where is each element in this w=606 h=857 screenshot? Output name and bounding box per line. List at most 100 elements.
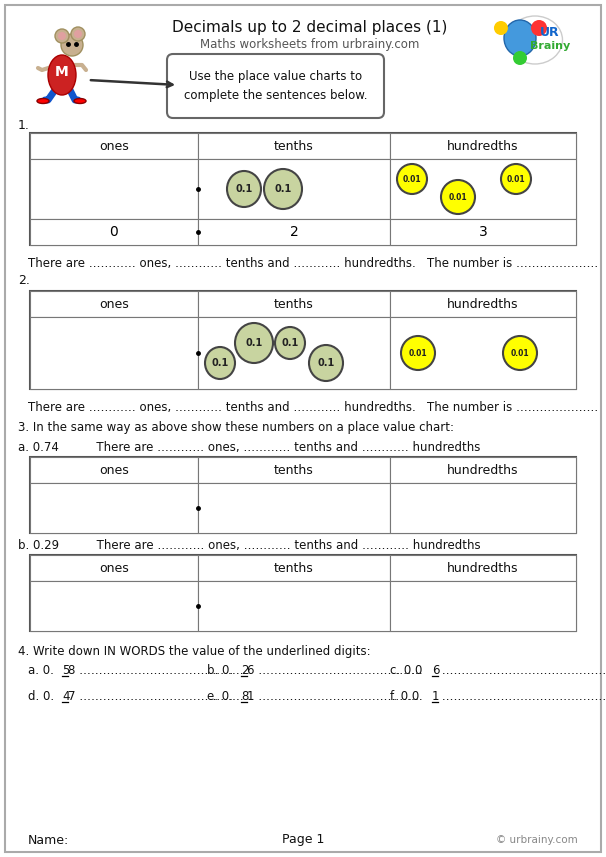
Bar <box>390 483 576 533</box>
Text: There are ………… ones, ………… tenths and ………… hundredths.   The number is …………………: There are ………… ones, ………… tenths and ………… <box>28 256 598 269</box>
Text: Maths worksheets from urbrainy.com: Maths worksheets from urbrainy.com <box>201 38 420 51</box>
Text: Page 1: Page 1 <box>282 834 324 847</box>
Text: 7 ……………………………………: 7 …………………………………… <box>68 691 244 704</box>
Text: 4: 4 <box>62 691 70 704</box>
Text: b. 0.29          There are ………… ones, ………… tenths and ………… hundredths: b. 0.29 There are ………… ones, ………… tenths… <box>18 538 481 552</box>
Text: ones: ones <box>99 561 129 574</box>
Bar <box>30 457 576 533</box>
Text: Use the place value charts to
complete the sentences below.: Use the place value charts to complete t… <box>184 70 367 102</box>
Ellipse shape <box>504 20 536 56</box>
Circle shape <box>513 51 527 65</box>
Text: 4. Write down IN WORDS the value of the underlined digits:: 4. Write down IN WORDS the value of the … <box>18 644 371 657</box>
Bar <box>30 317 198 389</box>
Text: 6: 6 <box>432 664 439 678</box>
Bar <box>198 133 390 159</box>
Bar <box>198 291 390 317</box>
Text: 5: 5 <box>62 664 69 678</box>
Text: 0.1: 0.1 <box>245 338 262 348</box>
Bar <box>390 581 576 631</box>
Circle shape <box>58 32 66 40</box>
Bar <box>390 291 576 317</box>
Text: 1 ……………………………………: 1 …………………………………… <box>247 691 423 704</box>
Text: c. 0.0: c. 0.0 <box>390 664 422 678</box>
Text: e. 0.: e. 0. <box>207 691 233 704</box>
Text: a. 0.: a. 0. <box>28 664 54 678</box>
Text: hundredths: hundredths <box>447 561 519 574</box>
Ellipse shape <box>397 164 427 194</box>
Text: tenths: tenths <box>274 464 314 476</box>
Bar <box>30 159 198 219</box>
Text: tenths: tenths <box>274 561 314 574</box>
Text: 8 ……………………………………: 8 …………………………………… <box>68 664 244 678</box>
Text: 0.1: 0.1 <box>318 358 335 368</box>
Ellipse shape <box>507 16 562 64</box>
Ellipse shape <box>37 99 49 104</box>
Text: 0.01: 0.01 <box>408 349 427 357</box>
Text: 1.: 1. <box>18 118 30 131</box>
Ellipse shape <box>227 171 261 207</box>
Text: ones: ones <box>99 297 129 310</box>
Text: hundredths: hundredths <box>447 140 519 153</box>
Text: hundredths: hundredths <box>447 297 519 310</box>
Text: ones: ones <box>99 464 129 476</box>
Ellipse shape <box>309 345 343 381</box>
Text: f. 0.0: f. 0.0 <box>390 691 419 704</box>
Text: 0.1: 0.1 <box>235 184 253 194</box>
Text: Brainy: Brainy <box>530 41 570 51</box>
Bar <box>198 457 390 483</box>
Text: © urbrainy.com: © urbrainy.com <box>496 835 578 845</box>
Ellipse shape <box>264 169 302 209</box>
Text: 1: 1 <box>432 691 439 704</box>
Bar <box>390 457 576 483</box>
Text: ……………………………………: …………………………………… <box>438 664 606 678</box>
Bar <box>390 133 576 159</box>
Text: 0.1: 0.1 <box>275 184 291 194</box>
Text: There are ………… ones, ………… tenths and ………… hundredths.   The number is …………………: There are ………… ones, ………… tenths and ………… <box>28 400 598 413</box>
Bar <box>30 219 198 245</box>
Ellipse shape <box>501 164 531 194</box>
Text: 0.01: 0.01 <box>511 349 529 357</box>
Text: a. 0.74          There are ………… ones, ………… tenths and ………… hundredths: a. 0.74 There are ………… ones, ………… tenths… <box>18 440 481 453</box>
Bar <box>390 555 576 581</box>
Bar <box>30 483 198 533</box>
Bar <box>390 159 576 219</box>
Bar <box>198 581 390 631</box>
Bar <box>198 483 390 533</box>
Circle shape <box>494 21 508 35</box>
Bar <box>30 133 576 245</box>
Ellipse shape <box>235 323 273 363</box>
Bar <box>390 219 576 245</box>
Bar <box>30 133 198 159</box>
FancyBboxPatch shape <box>167 54 384 118</box>
Ellipse shape <box>61 34 83 56</box>
Text: 0: 0 <box>110 225 118 239</box>
Text: 8: 8 <box>241 691 248 704</box>
Ellipse shape <box>74 99 86 104</box>
Text: 3. In the same way as above show these numbers on a place value chart:: 3. In the same way as above show these n… <box>18 421 454 434</box>
Bar <box>198 219 390 245</box>
Ellipse shape <box>503 336 537 370</box>
Text: d. 0.: d. 0. <box>28 691 54 704</box>
Circle shape <box>55 29 69 43</box>
Text: UR: UR <box>540 26 560 39</box>
Bar <box>198 159 390 219</box>
Circle shape <box>74 30 82 38</box>
Text: 0.01: 0.01 <box>448 193 467 201</box>
Text: 2.: 2. <box>18 274 30 287</box>
Text: 0.01: 0.01 <box>507 175 525 183</box>
Text: ones: ones <box>99 140 129 153</box>
Text: Name:: Name: <box>28 834 69 847</box>
Text: hundredths: hundredths <box>447 464 519 476</box>
Ellipse shape <box>441 180 475 214</box>
Bar <box>198 317 390 389</box>
Bar <box>30 555 198 581</box>
Bar <box>30 291 576 389</box>
Ellipse shape <box>205 347 235 379</box>
Circle shape <box>71 27 85 41</box>
Ellipse shape <box>48 55 76 95</box>
Ellipse shape <box>401 336 435 370</box>
Bar <box>30 291 198 317</box>
Text: 0.1: 0.1 <box>211 358 228 368</box>
Text: 6 ……………………………………: 6 …………………………………… <box>247 664 423 678</box>
Text: ……………………………………: …………………………………… <box>438 691 606 704</box>
